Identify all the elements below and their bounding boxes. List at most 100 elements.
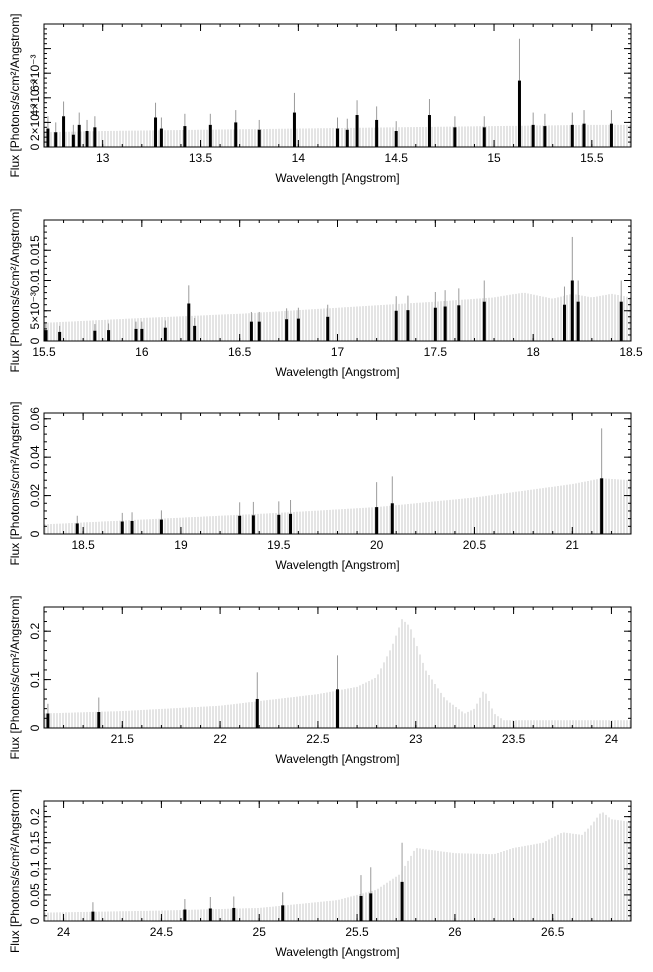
data-bar	[159, 128, 163, 147]
ticks: 18.5 19 19.5 20 20.5 21 0 0.02 0.04 0.06	[28, 407, 632, 552]
x-tick-label: 14.5	[385, 151, 409, 165]
data-bar	[345, 129, 349, 147]
x-axis-title: Wavelength [Angstrom]	[275, 365, 399, 379]
data-bar	[443, 306, 447, 341]
data-bar	[107, 330, 111, 341]
data-bar	[193, 325, 197, 341]
data-bar	[238, 515, 242, 534]
data-bar	[457, 305, 461, 341]
y-tick-label: 0.05	[28, 883, 42, 907]
data-bar	[394, 310, 398, 341]
data-bar	[390, 503, 394, 534]
data-bar	[289, 513, 293, 534]
data-bar	[255, 698, 259, 728]
data-bar	[183, 909, 187, 921]
x-tick-label: 20.5	[463, 538, 487, 552]
y-tick-label: 0.06	[28, 407, 42, 431]
x-tick-label: 24	[605, 732, 619, 746]
data-bar	[531, 124, 535, 147]
y-tick-label: 0.02	[28, 484, 42, 508]
panel-4: 21.5 22 22.5 23 23.5 24 0 0.1 0.2 Wavelength [Ang…	[8, 595, 632, 766]
x-tick-label: 13	[96, 151, 110, 165]
x-tick-label: 25.5	[345, 925, 369, 939]
y-tick-label: 0.1	[28, 860, 42, 877]
x-tick-label: 21.5	[111, 732, 135, 746]
y-tick-label: 0.01	[28, 268, 42, 292]
y-tick-label: 0	[28, 724, 42, 731]
y-tick-label: 0	[28, 337, 42, 344]
data-bars	[91, 842, 404, 921]
data-bar	[482, 127, 486, 147]
data-bar	[375, 507, 379, 534]
data-bar	[249, 321, 253, 341]
model-lines	[44, 292, 631, 341]
x-tick-label: 19	[174, 538, 188, 552]
x-tick-label: 25	[253, 925, 267, 939]
data-bar	[257, 321, 261, 341]
panel-5: 24 24.5 25 25.5 26 26.5 0 0.05 0.1 0.15 0.2 Wavelen…	[8, 789, 632, 959]
y-tick-label: 0	[28, 917, 42, 924]
x-tick-label: 17	[331, 345, 345, 359]
model-lines	[44, 619, 631, 728]
y-tick-label: 0.2	[28, 623, 42, 640]
data-bar	[277, 514, 281, 534]
data-bar	[582, 123, 586, 147]
data-bar	[234, 122, 238, 147]
data-bar	[251, 515, 255, 534]
data-bar	[62, 116, 66, 147]
data-bar	[93, 127, 97, 147]
data-bar	[433, 307, 437, 341]
x-tick-label: 16	[135, 345, 149, 359]
x-tick-label: 24	[57, 925, 71, 939]
data-bars	[46, 655, 339, 728]
data-bar	[154, 117, 158, 147]
x-tick-label: 15	[487, 151, 501, 165]
data-bar	[285, 319, 289, 341]
y-axis-title: Flux [Photons/s/cm²/Angstrom]	[8, 208, 22, 372]
ticks: 13 13.5 14 14.5 15 15.5 0 2×10⁻³4×10⁻³6×10⁻³	[28, 23, 632, 165]
ticks: 15.5 16 16.5 17 17.5 18 18.5 0 5×10⁻³0.01 0.015	[28, 219, 643, 359]
x-tick-label: 14	[292, 151, 306, 165]
data-bar	[130, 520, 134, 534]
x-tick-label: 17.5	[424, 345, 448, 359]
data-bar	[75, 523, 79, 534]
y-axis-title: Flux [Photons/s/cm²/Angstrom]	[8, 401, 22, 565]
data-bar	[576, 301, 580, 341]
data-bar	[400, 881, 404, 921]
data-bar	[97, 712, 101, 728]
data-bar	[257, 129, 261, 147]
y-tick-label: 0	[28, 530, 42, 537]
data-bar	[427, 115, 431, 147]
data-bars	[44, 236, 623, 341]
x-tick-label: 26	[448, 925, 462, 939]
data-bar	[54, 132, 58, 147]
ticks: 24 24.5 25 25.5 26 26.5 0 0.05 0.1 0.15 0.2	[28, 800, 632, 939]
x-axis-title: Wavelength [Angstrom]	[275, 558, 399, 572]
ticks: 21.5 22 22.5 23 23.5 24 0 0.1 0.2	[28, 607, 632, 746]
data-bar	[134, 328, 138, 341]
x-tick-label: 23.5	[502, 732, 526, 746]
x-tick-label: 15.5	[32, 345, 56, 359]
y-tick-label: 6×10⁻³	[28, 55, 42, 92]
x-tick-label: 22.5	[306, 732, 330, 746]
y-tick-label: 0.015	[28, 235, 42, 265]
data-bar	[453, 127, 457, 147]
x-tick-label: 16.5	[228, 345, 252, 359]
data-bar	[77, 124, 81, 147]
y-tick-label: 0.15	[28, 831, 42, 855]
x-tick-label: 18	[526, 345, 540, 359]
data-bar	[482, 301, 486, 341]
x-tick-label: 22	[213, 732, 227, 746]
y-tick-label: 0.04	[28, 445, 42, 469]
y-tick-label: 5×10⁻³	[28, 292, 42, 329]
x-tick-label: 20	[370, 538, 384, 552]
data-bars	[46, 38, 613, 147]
data-bar	[281, 905, 285, 921]
data-bar	[517, 80, 521, 147]
data-bar	[543, 126, 547, 147]
data-bar	[93, 330, 97, 341]
y-tick-label: 0.1	[28, 671, 42, 688]
x-tick-label: 18.5	[71, 538, 95, 552]
data-bar	[326, 316, 330, 341]
data-bar	[359, 895, 363, 921]
